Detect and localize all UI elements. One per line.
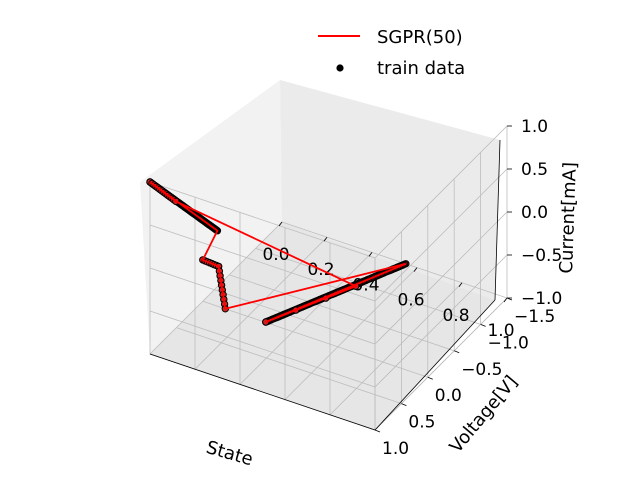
legend: SGPR(50) train data — [318, 27, 465, 79]
y-axis-line — [374, 299, 496, 431]
z-tick-label: 1.0 — [521, 117, 548, 137]
y-tick-mark — [480, 324, 486, 327]
z-tick-label: −0.5 — [521, 246, 562, 266]
x-axis-line — [149, 353, 376, 431]
ticks: 0.00.20.40.60.81.0−1.5−1.0−0.50.00.51.0−… — [262, 117, 562, 459]
grid-line-z — [149, 254, 508, 388]
y-tick-label: −0.5 — [461, 360, 502, 380]
y-tick-label: −1.5 — [514, 307, 555, 327]
z-tick-label: −1.0 — [521, 289, 562, 309]
y-tick-mark — [401, 403, 407, 406]
z-axis-title: Current[mA] — [556, 162, 581, 274]
x-axis-title: State — [204, 437, 256, 470]
z-tick-label: 0.0 — [521, 203, 548, 223]
y-tick-label: 0.0 — [435, 386, 462, 406]
z-axis-line — [494, 139, 501, 301]
x-tick-label: 0.6 — [397, 291, 424, 311]
z-tick-label: 0.5 — [521, 160, 548, 180]
y-axis-title: Voltage[V] — [446, 372, 522, 457]
x-tick-label: 1.0 — [487, 321, 514, 341]
series — [146, 178, 410, 326]
x-tick-mark — [368, 252, 373, 257]
axes-edges — [149, 139, 501, 431]
x-tick-label: 0.8 — [442, 306, 469, 326]
y-tick-mark — [427, 376, 433, 380]
legend-swatch-train-data — [336, 64, 344, 72]
grid-line-z — [149, 168, 508, 302]
axes-panes — [140, 80, 500, 430]
legend-label-train-data: train data — [377, 58, 465, 79]
back-pane-yz — [280, 80, 500, 300]
grid-line-z — [149, 125, 508, 259]
x-tick-mark — [278, 221, 283, 227]
y-tick-label: 1.0 — [382, 439, 409, 459]
x-tick-mark — [323, 236, 328, 242]
y-tick-mark — [374, 429, 381, 433]
series-sgpr-line — [149, 181, 407, 323]
x-tick-mark — [458, 282, 463, 288]
y-tick-mark — [454, 350, 460, 354]
x-tick-mark — [413, 267, 418, 272]
y-tick-label: 0.5 — [408, 413, 435, 433]
y-tick-label: −1.0 — [488, 333, 529, 353]
x-tick-label: 0.0 — [262, 245, 289, 265]
x-tick-mark — [503, 297, 508, 303]
legend-label-sgpr: SGPR(50) — [377, 27, 463, 48]
